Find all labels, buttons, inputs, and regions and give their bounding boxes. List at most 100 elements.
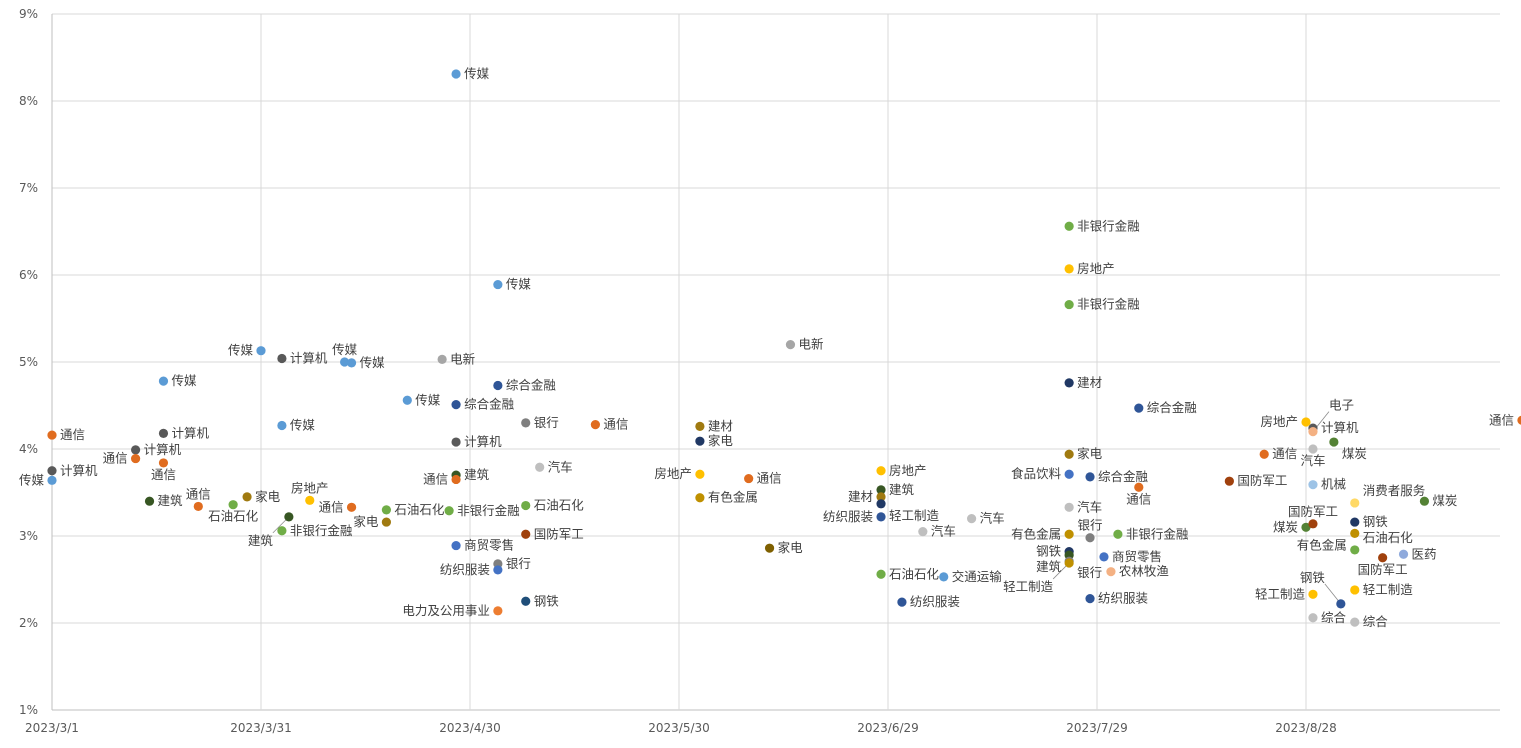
point-layer <box>47 69 1521 627</box>
data-label: 传媒 <box>332 342 358 357</box>
data-point <box>47 430 57 440</box>
data-label: 石油石化 <box>208 509 259 524</box>
data-point <box>493 380 503 391</box>
data-label: 房地产 <box>291 480 329 495</box>
data-label: 国防军工 <box>1288 504 1338 519</box>
data-point <box>193 501 203 512</box>
data-label: 国防军工 <box>1237 473 1287 488</box>
data-label: 传媒 <box>464 66 490 81</box>
data-point <box>521 529 531 539</box>
data-label: 非银行金融 <box>1077 297 1140 312</box>
data-point <box>1099 552 1109 562</box>
data-point <box>277 526 287 536</box>
data-label: 汽车 <box>980 511 1005 526</box>
data-point <box>284 512 294 522</box>
data-label: 有色金属 <box>1297 537 1347 552</box>
data-point <box>744 473 754 484</box>
data-point <box>1308 427 1318 437</box>
y-tick-label: 6% <box>19 268 38 282</box>
x-tick-label: 2023/8/28 <box>1275 721 1337 735</box>
data-point <box>695 493 705 503</box>
data-point <box>493 279 503 290</box>
data-label: 传媒 <box>360 355 386 370</box>
data-label: 煤炭 <box>1342 446 1367 461</box>
data-label: 机械 <box>1321 477 1347 492</box>
data-label: 钢铁 <box>1363 514 1389 529</box>
data-point <box>1064 502 1074 512</box>
data-label: 建材 <box>1077 375 1102 390</box>
data-point <box>1350 498 1360 508</box>
data-point <box>897 597 907 607</box>
data-point <box>1113 529 1123 539</box>
data-label: 家电 <box>1077 446 1103 461</box>
data-label: 钢铁 <box>534 593 560 608</box>
data-label: 综合 <box>1363 614 1389 629</box>
data-label: 传媒 <box>171 373 197 388</box>
data-label: 建材 <box>708 418 733 433</box>
data-label: 建筑 <box>248 533 274 548</box>
data-label: 综合金融 <box>1098 469 1149 484</box>
data-point <box>1134 403 1144 413</box>
data-point <box>228 500 238 510</box>
data-label: 商贸零售 <box>464 538 514 553</box>
data-point <box>1517 415 1521 425</box>
data-point <box>1308 613 1318 623</box>
data-label: 通信 <box>757 471 782 486</box>
data-label: 传媒 <box>228 343 254 358</box>
y-tick-label: 7% <box>19 181 38 195</box>
data-point <box>1085 533 1095 543</box>
data-point <box>1224 476 1234 486</box>
data-point <box>521 596 531 606</box>
data-point <box>1064 529 1074 539</box>
x-tick-label: 2023/3/1 <box>25 721 79 735</box>
data-label: 综合 <box>1321 610 1347 625</box>
data-point <box>1329 437 1339 447</box>
data-point <box>695 469 705 479</box>
data-label: 传媒 <box>19 472 45 487</box>
data-label: 综合金融 <box>1147 400 1198 415</box>
data-point <box>305 495 315 505</box>
data-point <box>158 458 169 468</box>
data-point <box>451 474 461 485</box>
data-point <box>1350 585 1360 595</box>
data-label: 石油石化 <box>1363 530 1414 545</box>
data-point <box>695 436 705 446</box>
data-point <box>158 376 169 386</box>
data-point <box>1064 221 1074 231</box>
data-label: 纺织服装 <box>1098 591 1148 606</box>
x-tick-label: 2023/3/31 <box>230 721 292 735</box>
grid-layer <box>51 13 1500 711</box>
data-label: 传媒 <box>415 392 441 407</box>
data-point <box>493 606 503 616</box>
data-label: 计算机 <box>144 442 182 457</box>
data-point <box>1106 567 1116 577</box>
data-label: 轻工制造 <box>1255 586 1306 601</box>
data-label: 传媒 <box>290 418 316 433</box>
data-point <box>1085 472 1095 482</box>
data-label: 消费者服务 <box>1363 483 1426 498</box>
data-point <box>1064 558 1074 568</box>
data-point <box>131 445 141 455</box>
data-label: 银行 <box>1077 565 1102 580</box>
data-label: 钢铁 <box>1300 570 1326 585</box>
data-label: 家电 <box>708 433 734 448</box>
data-label: 石油石化 <box>889 566 940 581</box>
data-point <box>1308 519 1318 529</box>
y-tick-label: 2% <box>19 616 38 630</box>
data-label: 钢铁 <box>1036 544 1062 559</box>
data-point <box>131 453 141 464</box>
data-label: 建筑 <box>889 482 915 497</box>
data-label: 通信 <box>423 471 448 486</box>
data-point <box>967 514 977 524</box>
data-point <box>1350 545 1360 555</box>
data-label: 电新 <box>798 337 823 352</box>
data-point <box>1308 444 1318 454</box>
data-label: 农林牧渔 <box>1119 564 1169 579</box>
data-point <box>340 357 350 367</box>
data-label: 国防军工 <box>1358 562 1408 577</box>
data-label: 煤炭 <box>1432 493 1457 508</box>
data-label: 家电 <box>353 514 379 529</box>
data-label: 房地产 <box>889 463 927 478</box>
data-point <box>158 428 169 438</box>
